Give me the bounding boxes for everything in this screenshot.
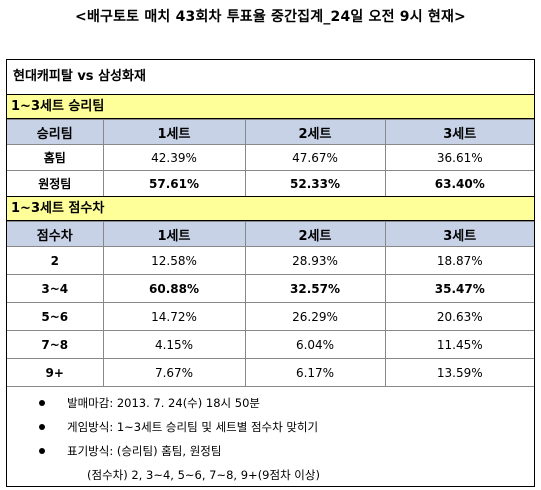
- table-cell: 18.87%: [384, 246, 534, 275]
- column-header: 2세트: [244, 221, 386, 247]
- table-cell: 20.63%: [384, 302, 534, 331]
- table-cell: 12.58%: [102, 246, 246, 275]
- note-item: 게임방식: 1~3세트 승리팀 및 세트별 점수차 맞히기: [7, 415, 534, 439]
- table-cell: 6.04%: [244, 330, 386, 359]
- table-cell: 28.93%: [244, 246, 386, 275]
- table-row: 2 12.58% 28.93% 18.87%: [7, 246, 534, 275]
- table-cell: 42.39%: [102, 144, 246, 171]
- table-row: 홈팀 42.39% 47.67% 36.61%: [7, 144, 534, 171]
- margin-table: 점수차 1세트 2세트 3세트 2 12.58% 28.93% 18.87% 3…: [7, 221, 534, 387]
- winner-header-row: 승리팀 1세트 2세트 3세트: [7, 119, 534, 145]
- table-cell: 35.47%: [384, 274, 534, 303]
- bullet-icon: [39, 400, 45, 406]
- table-cell: 60.88%: [102, 274, 246, 303]
- table-row: 원정팀 57.61% 52.33% 63.40%: [7, 170, 534, 197]
- table-cell: 13.59%: [384, 358, 534, 387]
- note-text: 게임방식: 1~3세트 승리팀 및 세트별 점수차 맞히기: [67, 420, 319, 434]
- note-item: (점수차) 2, 3~4, 5~6, 7~8, 9+(9점차 이상): [7, 463, 534, 487]
- bullet-icon: [39, 448, 45, 454]
- table-row: 7~8 4.15% 6.04% 11.45%: [7, 330, 534, 359]
- table-cell: 47.67%: [244, 144, 386, 171]
- note-item: 발매마감: 2013. 7. 24(수) 18시 50분: [7, 391, 534, 415]
- row-label: 3~4: [7, 274, 104, 303]
- note-item: 표기방식: (승리팀) 홈팀, 원정팀: [7, 439, 534, 463]
- column-header: 2세트: [244, 119, 386, 145]
- row-label: 5~6: [7, 302, 104, 331]
- row-label: 홈팀: [7, 144, 104, 171]
- column-header: 점수차: [7, 221, 104, 247]
- notes-list: 발매마감: 2013. 7. 24(수) 18시 50분 게임방식: 1~3세트…: [7, 391, 534, 487]
- column-header: 승리팀: [7, 119, 104, 145]
- table-cell: 36.61%: [384, 144, 534, 171]
- table-cell: 6.17%: [244, 358, 386, 387]
- table-row: 9+ 7.67% 6.17% 13.59%: [7, 358, 534, 387]
- table-cell: 26.29%: [244, 302, 386, 331]
- table-cell: 52.33%: [244, 170, 386, 197]
- table-cell: 11.45%: [384, 330, 534, 359]
- column-header: 1세트: [102, 221, 246, 247]
- column-header: 3세트: [384, 119, 534, 145]
- row-label: 2: [7, 246, 104, 275]
- page-title: <배구토토 매치 43회차 투표율 중간집계_24일 오전 9시 현재>: [75, 9, 466, 25]
- note-text: (점수차) 2, 3~4, 5~6, 7~8, 9+(9점차 이상): [87, 468, 320, 482]
- table-cell: 63.40%: [384, 170, 534, 197]
- row-label: 9+: [7, 358, 104, 387]
- column-header: 1세트: [102, 119, 246, 145]
- table-cell: 57.61%: [102, 170, 246, 197]
- table-cell: 14.72%: [102, 302, 246, 331]
- margin-section-title: 1~3세트 점수차: [7, 196, 534, 221]
- note-text: 표기방식: (승리팀) 홈팀, 원정팀: [67, 444, 222, 458]
- margin-header-row: 점수차 1세트 2세트 3세트: [7, 221, 534, 247]
- table-row: 5~6 14.72% 26.29% 20.63%: [7, 302, 534, 331]
- winner-table: 승리팀 1세트 2세트 3세트 홈팀 42.39% 47.67% 36.61% …: [7, 119, 534, 197]
- note-text: 발매마감: 2013. 7. 24(수) 18시 50분: [67, 396, 260, 410]
- table-row: 3~4 60.88% 32.57% 35.47%: [7, 274, 534, 303]
- column-header: 3세트: [384, 221, 534, 247]
- table-cell: 4.15%: [102, 330, 246, 359]
- bullet-icon: [39, 424, 45, 430]
- match-title: 현대캐피탈 vs 삼성화재: [13, 69, 146, 84]
- table-cell: 7.67%: [102, 358, 246, 387]
- row-label: 원정팀: [7, 170, 104, 197]
- winner-section-title: 1~3세트 승리팀: [7, 94, 534, 119]
- row-label: 7~8: [7, 330, 104, 359]
- table-cell: 32.57%: [244, 274, 386, 303]
- stats-panel: 현대캐피탈 vs 삼성화재 1~3세트 승리팀 승리팀 1세트 2세트 3세트 …: [6, 59, 535, 487]
